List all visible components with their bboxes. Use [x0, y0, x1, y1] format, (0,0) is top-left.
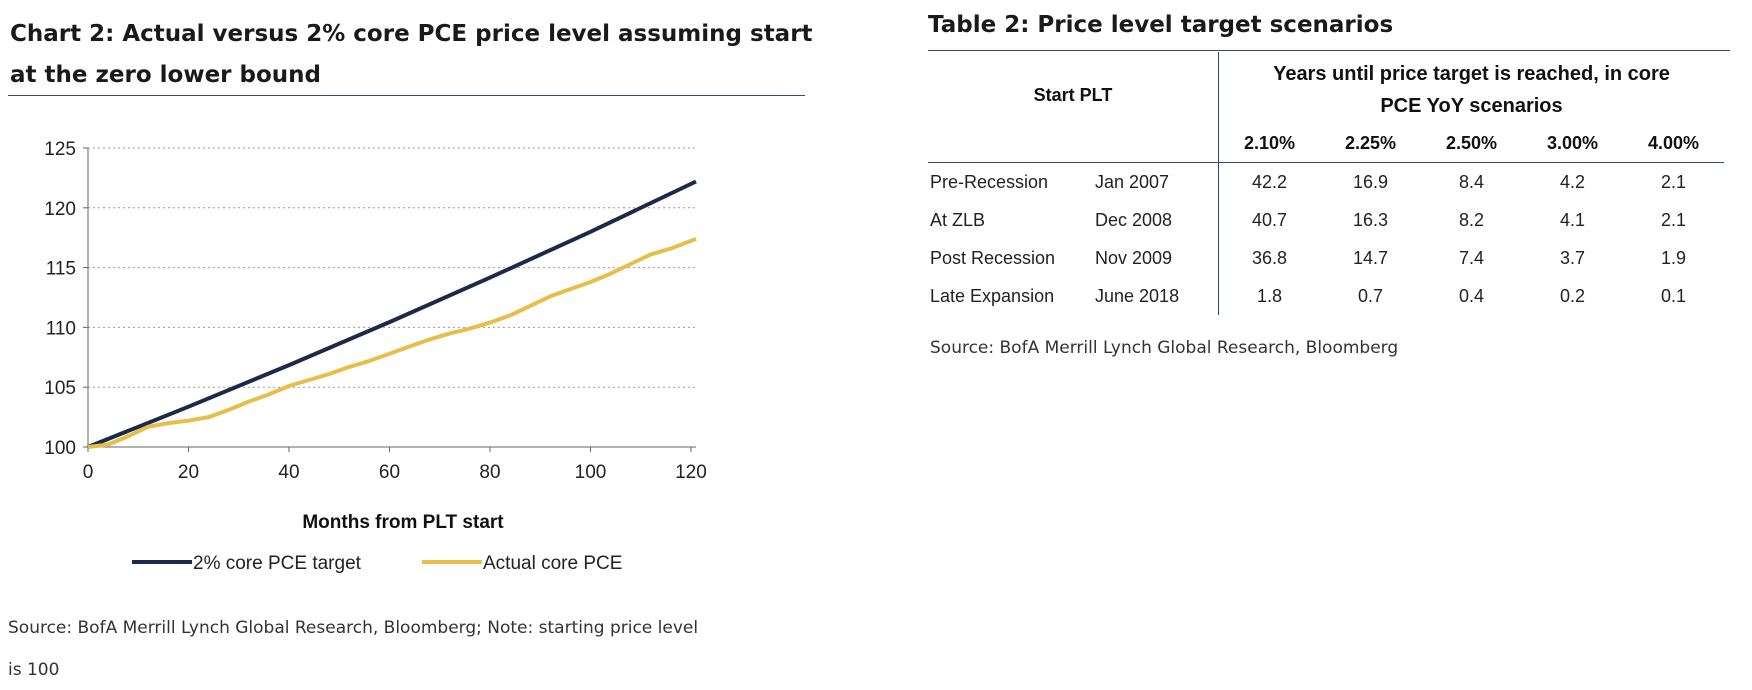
header-years-group: Years until price target is reached, in …	[1218, 52, 1724, 124]
row-value: 8.2	[1458, 209, 1485, 230]
row-name: At ZLB	[930, 209, 986, 230]
row-name: Late Expansion	[930, 285, 1055, 306]
y-tick-label: 125	[44, 139, 76, 160]
scenario-header: 2.25%	[1344, 132, 1397, 153]
legend-label: 2% core PCE target	[193, 553, 362, 574]
x-tick-label: 20	[178, 462, 199, 483]
row-date: June 2018	[1095, 285, 1180, 306]
y-tick-label: 115	[46, 259, 76, 280]
x-tick-label: 40	[278, 462, 299, 483]
row-value: 4.2	[1559, 171, 1586, 192]
table-title: Table 2: Price level target scenarios	[928, 12, 1394, 38]
row-date: Dec 2008	[1095, 209, 1173, 230]
row-date: Nov 2009	[1095, 247, 1173, 268]
y-tick-label: 110	[46, 318, 76, 339]
scenario-header: 3.00%	[1546, 132, 1599, 153]
legend-label: Actual core PCE	[483, 553, 622, 574]
table-row: Late Expansion June 2018 1.8 0.7 0.4 0.2…	[928, 277, 1724, 315]
table-source: Source: BofA Merrill Lynch Global Resear…	[930, 338, 1399, 358]
header-years-line2: PCE YoY scenarios	[1380, 95, 1563, 117]
y-tick-label: 120	[44, 199, 76, 220]
x-tick-label: 0	[83, 462, 94, 483]
x-axis-title: Months from PLT start	[302, 512, 504, 533]
x-tick-label: 80	[479, 462, 500, 483]
chart-source-line2: is 100	[8, 660, 60, 680]
chart-axes	[83, 147, 696, 452]
row-value: 0.7	[1357, 285, 1384, 306]
row-value: 14.7	[1352, 247, 1389, 268]
table-row: Post Recession Nov 2009 36.8 14.7 7.4 3.…	[928, 239, 1724, 277]
scenario-header: 2.10%	[1218, 124, 1320, 163]
scenario-header: 2.50%	[1445, 132, 1498, 153]
header-years-line1: Years until price target is reached, in …	[1273, 63, 1670, 85]
line-chart: 100 105 110 115 120 125 0 20 40 60 80 100 120 Month…	[44, 139, 707, 574]
row-value: 16.3	[1352, 209, 1389, 230]
row-value: 16.9	[1352, 171, 1389, 192]
row-value: 7.4	[1458, 247, 1485, 268]
chart-series	[87, 179, 697, 449]
row-value: 3.7	[1559, 247, 1586, 268]
x-tick-label: 60	[379, 462, 400, 483]
row-value: 1.8	[1218, 277, 1320, 315]
row-name: Post Recession	[930, 247, 1056, 268]
row-value: 40.7	[1218, 201, 1320, 239]
row-value: 8.4	[1458, 171, 1485, 192]
row-date: Jan 2007	[1095, 171, 1170, 192]
x-tick-label: 100	[575, 462, 607, 483]
chart-source-line1: Source: BofA Merrill Lynch Global Resear…	[8, 618, 699, 638]
chart-title-rule	[8, 95, 805, 96]
table-row: At ZLB Dec 2008 40.7 16.3 8.2 4.1 2.1	[928, 201, 1724, 239]
row-value: 36.8	[1218, 239, 1320, 277]
scenario-header: 4.00%	[1647, 132, 1700, 153]
row-value: 2.1	[1660, 171, 1687, 192]
chart-title-line2: at the zero lower bound	[10, 62, 321, 88]
actual-series-line	[87, 237, 697, 449]
row-value: 0.2	[1559, 285, 1586, 306]
chart-legend: 2% core PCE target Actual core PCE	[132, 553, 622, 574]
target-series-line	[87, 179, 697, 449]
row-value: 42.2	[1218, 162, 1320, 201]
x-tick-labels: 0 20 40 60 80 100 120	[83, 462, 707, 483]
y-tick-label: 105	[44, 378, 76, 399]
row-value: 1.9	[1660, 247, 1687, 268]
y-tick-labels: 100 105 110 115 120 125	[44, 139, 76, 459]
chart-gridlines	[88, 147, 696, 388]
scenario-header-row: 2.10% 2.25% 2.50% 3.00% 4.00%	[928, 124, 1724, 163]
chart-title-line1: Chart 2: Actual versus 2% core PCE price…	[10, 21, 813, 47]
row-value: 0.4	[1458, 285, 1485, 306]
x-tick-label: 120	[675, 462, 707, 483]
table-row: Pre-Recession Jan 2007 42.2 16.9 8.4 4.2…	[928, 162, 1724, 201]
price-level-target-table: Start PLT Years until price target is re…	[928, 52, 1724, 315]
row-value: 0.1	[1660, 285, 1687, 306]
y-tick-label: 100	[44, 438, 76, 459]
row-value: 4.1	[1559, 209, 1586, 230]
table-title-rule	[928, 50, 1730, 51]
header-spacer	[928, 124, 1219, 163]
row-value: 2.1	[1660, 209, 1687, 230]
row-name: Pre-Recession	[930, 171, 1049, 192]
header-start-plt: Start PLT	[1033, 84, 1113, 105]
